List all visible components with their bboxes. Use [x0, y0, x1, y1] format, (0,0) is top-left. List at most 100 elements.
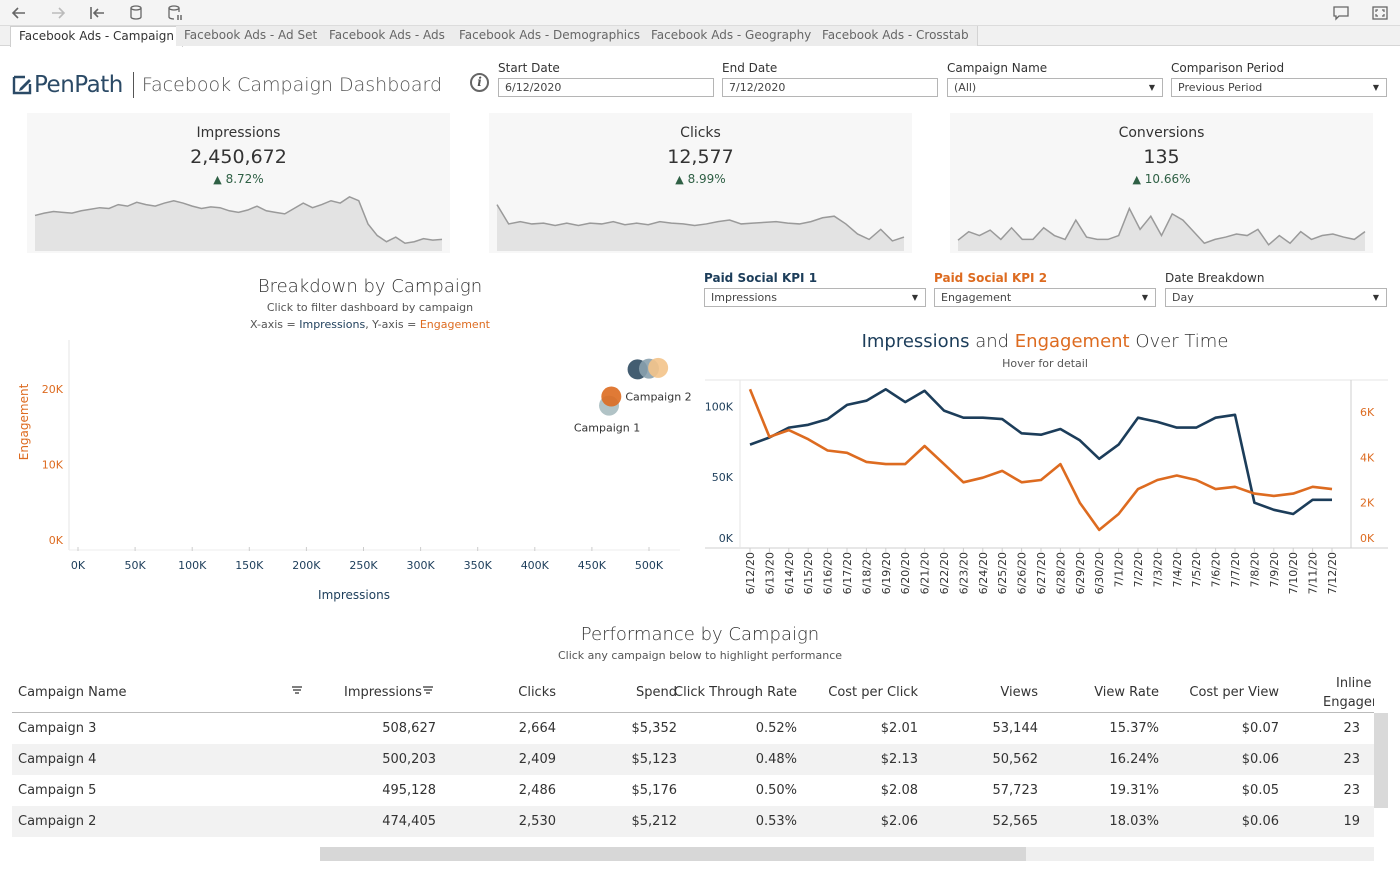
left-tick-label: 0K	[719, 532, 734, 545]
campaign-name-dropdown[interactable]: (All) ▼	[947, 78, 1163, 97]
table-cell: 0.50%	[755, 783, 797, 798]
logo-text: PenPath	[34, 72, 123, 98]
x-tick-label: 7/6/20	[1210, 552, 1223, 587]
table-row[interactable]: Campaign 3 508,627 2,664 $5,352 0.52% $2.01 53…	[12, 713, 1374, 744]
kpi-card-clicks[interactable]: Clicks 12,577 ▲ 8.99%	[489, 113, 912, 253]
axes-note-x: Impressions	[299, 318, 366, 331]
tab-geography[interactable]: Facebook Ads - Geography	[643, 26, 821, 46]
title-and: and	[969, 331, 1015, 352]
x-tick-label: 6/18/20	[860, 552, 873, 594]
scatter-chart[interactable]: 0K 50K 100K 150K 200K 250K 300K 350K 400K 450K 500…	[0, 330, 700, 610]
x-tick-label: 350K	[464, 559, 493, 572]
series-line-engagement[interactable]	[748, 388, 1333, 532]
scatter-point-campaign-2[interactable]	[601, 386, 622, 407]
tab-ads[interactable]: Facebook Ads - Ads	[321, 26, 454, 46]
fullscreen-icon[interactable]	[1369, 2, 1391, 24]
end-date-label: End Date	[722, 61, 778, 75]
series-line-impressions[interactable]	[749, 387, 1332, 516]
table-row[interactable]: Campaign 2 474,405 2,530 $5,212 0.53% $2.06 52…	[12, 806, 1374, 837]
scatter-point-campaign-5[interactable]	[648, 357, 669, 378]
table-cell: $0.06	[1241, 752, 1279, 767]
table-cell: 0.52%	[755, 721, 797, 736]
table-cell: 50,562	[992, 752, 1039, 767]
left-tick-label: 100K	[705, 400, 734, 413]
x-tick-label: 6/12/20	[744, 552, 757, 594]
col-inline-line1[interactable]: Inline	[1336, 676, 1372, 691]
kpi-value: 2,450,672	[190, 146, 287, 168]
tab-demographics[interactable]: Facebook Ads - Demographics	[451, 26, 649, 46]
vertical-scrollbar[interactable]	[1374, 713, 1388, 808]
kpi2-dropdown[interactable]: Engagement ▼	[934, 288, 1156, 307]
undo-icon[interactable]	[8, 2, 30, 24]
col-cost-per-click[interactable]: Cost per Click	[828, 685, 918, 700]
sort-desc-icon[interactable]	[422, 685, 434, 700]
sparkline-area	[958, 208, 1365, 251]
end-date-filter: End Date 7/12/2020	[722, 61, 938, 97]
x-tick-label: 6/13/20	[763, 552, 776, 594]
kpi-card-impressions[interactable]: Impressions 2,450,672 ▲ 8.72%	[27, 113, 450, 253]
line-chart-subtitle: Hover for detail	[1002, 357, 1088, 370]
line-chart[interactable]: 0K 50K 100K 0K 2K 4K 6K 6/12/20 6/13/20 6/14/20 6/…	[700, 370, 1400, 610]
table-subtitle: Click any campaign below to highlight pe…	[557, 649, 843, 662]
kpi-value: 12,577	[667, 146, 734, 168]
x-tick-label: 0K	[71, 559, 86, 572]
col-impressions[interactable]: Impressions	[344, 685, 422, 700]
kpi2-label: Paid Social KPI 2	[934, 271, 1048, 285]
comment-icon[interactable]	[1330, 2, 1352, 24]
x-tick-label: 6/30/20	[1093, 552, 1106, 594]
date-breakdown-label: Date Breakdown	[1165, 271, 1265, 285]
col-views[interactable]: Views	[1000, 685, 1038, 700]
tab-campaign[interactable]: Facebook Ads - Campaign	[10, 26, 183, 47]
axes-note-prefix: X-axis =	[250, 318, 300, 331]
refresh-data-icon[interactable]	[125, 2, 147, 24]
table-cell: $5,123	[631, 752, 678, 767]
kpi1-selector: Paid Social KPI 1 Impressions ▼	[704, 271, 926, 307]
start-date-input[interactable]: 6/12/2020	[498, 78, 714, 97]
y-tick-label: 0K	[49, 534, 64, 547]
end-date-input[interactable]: 7/12/2020	[722, 78, 938, 97]
pause-updates-icon[interactable]	[164, 2, 186, 24]
x-tick-label: 300K	[406, 559, 435, 572]
redo-icon[interactable]	[47, 2, 69, 24]
col-spend[interactable]: Spend	[636, 685, 677, 700]
axes-note-y: Engagement	[419, 318, 490, 331]
col-campaign-name[interactable]: Campaign Name	[18, 685, 127, 700]
line-chart-title: Impressions and Engagement Over Time	[800, 331, 1290, 352]
up-triangle-icon: ▲	[213, 173, 222, 186]
x-tick-label: 250K	[349, 559, 378, 572]
x-tick-label: 6/23/20	[957, 552, 970, 594]
sort-icon[interactable]	[291, 685, 303, 700]
date-breakdown-dropdown[interactable]: Day ▼	[1165, 288, 1387, 307]
revert-icon[interactable]	[86, 2, 108, 24]
comparison-period-dropdown[interactable]: Previous Period ▼	[1171, 78, 1387, 97]
kpi-title: Conversions	[1118, 125, 1205, 141]
col-inline-line2[interactable]: Engager	[1323, 695, 1374, 710]
table-cell: $2.01	[880, 721, 918, 736]
x-tick-label: 7/12/20	[1326, 552, 1339, 594]
table-cell: $0.05	[1241, 783, 1279, 798]
table-cell: 0.53%	[755, 814, 797, 829]
tab-crosstab[interactable]: Facebook Ads - Crosstab	[814, 26, 978, 46]
kpi1-dropdown[interactable]: Impressions ▼	[704, 288, 926, 307]
kpi-value: 135	[1143, 146, 1180, 168]
x-tick-label: 6/16/20	[822, 552, 835, 594]
horizontal-scrollbar-thumb[interactable]	[320, 847, 1026, 861]
table-cell: Campaign 2	[18, 814, 97, 829]
kpi-change: ▲ 8.72%	[27, 172, 450, 186]
col-clicks[interactable]: Clicks	[518, 685, 556, 700]
table-row[interactable]: Campaign 4 500,203 2,409 $5,123 0.48% $2.13 50…	[12, 744, 1374, 775]
tab-ad-set[interactable]: Facebook Ads - Ad Set	[176, 26, 327, 46]
info-icon[interactable]: i	[470, 73, 489, 92]
kpi-card-conversions[interactable]: Conversions 135 ▲ 10.66%	[950, 113, 1373, 253]
table-cell: 18.03%	[1109, 814, 1159, 829]
table-row[interactable]: Campaign 5 495,128 2,486 $5,176 0.50% $2.08 57…	[12, 775, 1374, 806]
sparkline-area	[35, 196, 442, 251]
kpi-change: ▲ 8.99%	[489, 172, 912, 186]
col-cost-per-view[interactable]: Cost per View	[1189, 685, 1279, 700]
col-view-rate[interactable]: View Rate	[1094, 685, 1159, 700]
table-cell: 508,627	[382, 721, 436, 736]
table-cell: 495,128	[382, 783, 436, 798]
sheet-tabs: Facebook Ads - Campaign Facebook Ads - A…	[0, 26, 1400, 47]
col-ctr[interactable]: Click Through Rate	[674, 685, 797, 700]
kpi1-value: Impressions	[711, 291, 777, 304]
